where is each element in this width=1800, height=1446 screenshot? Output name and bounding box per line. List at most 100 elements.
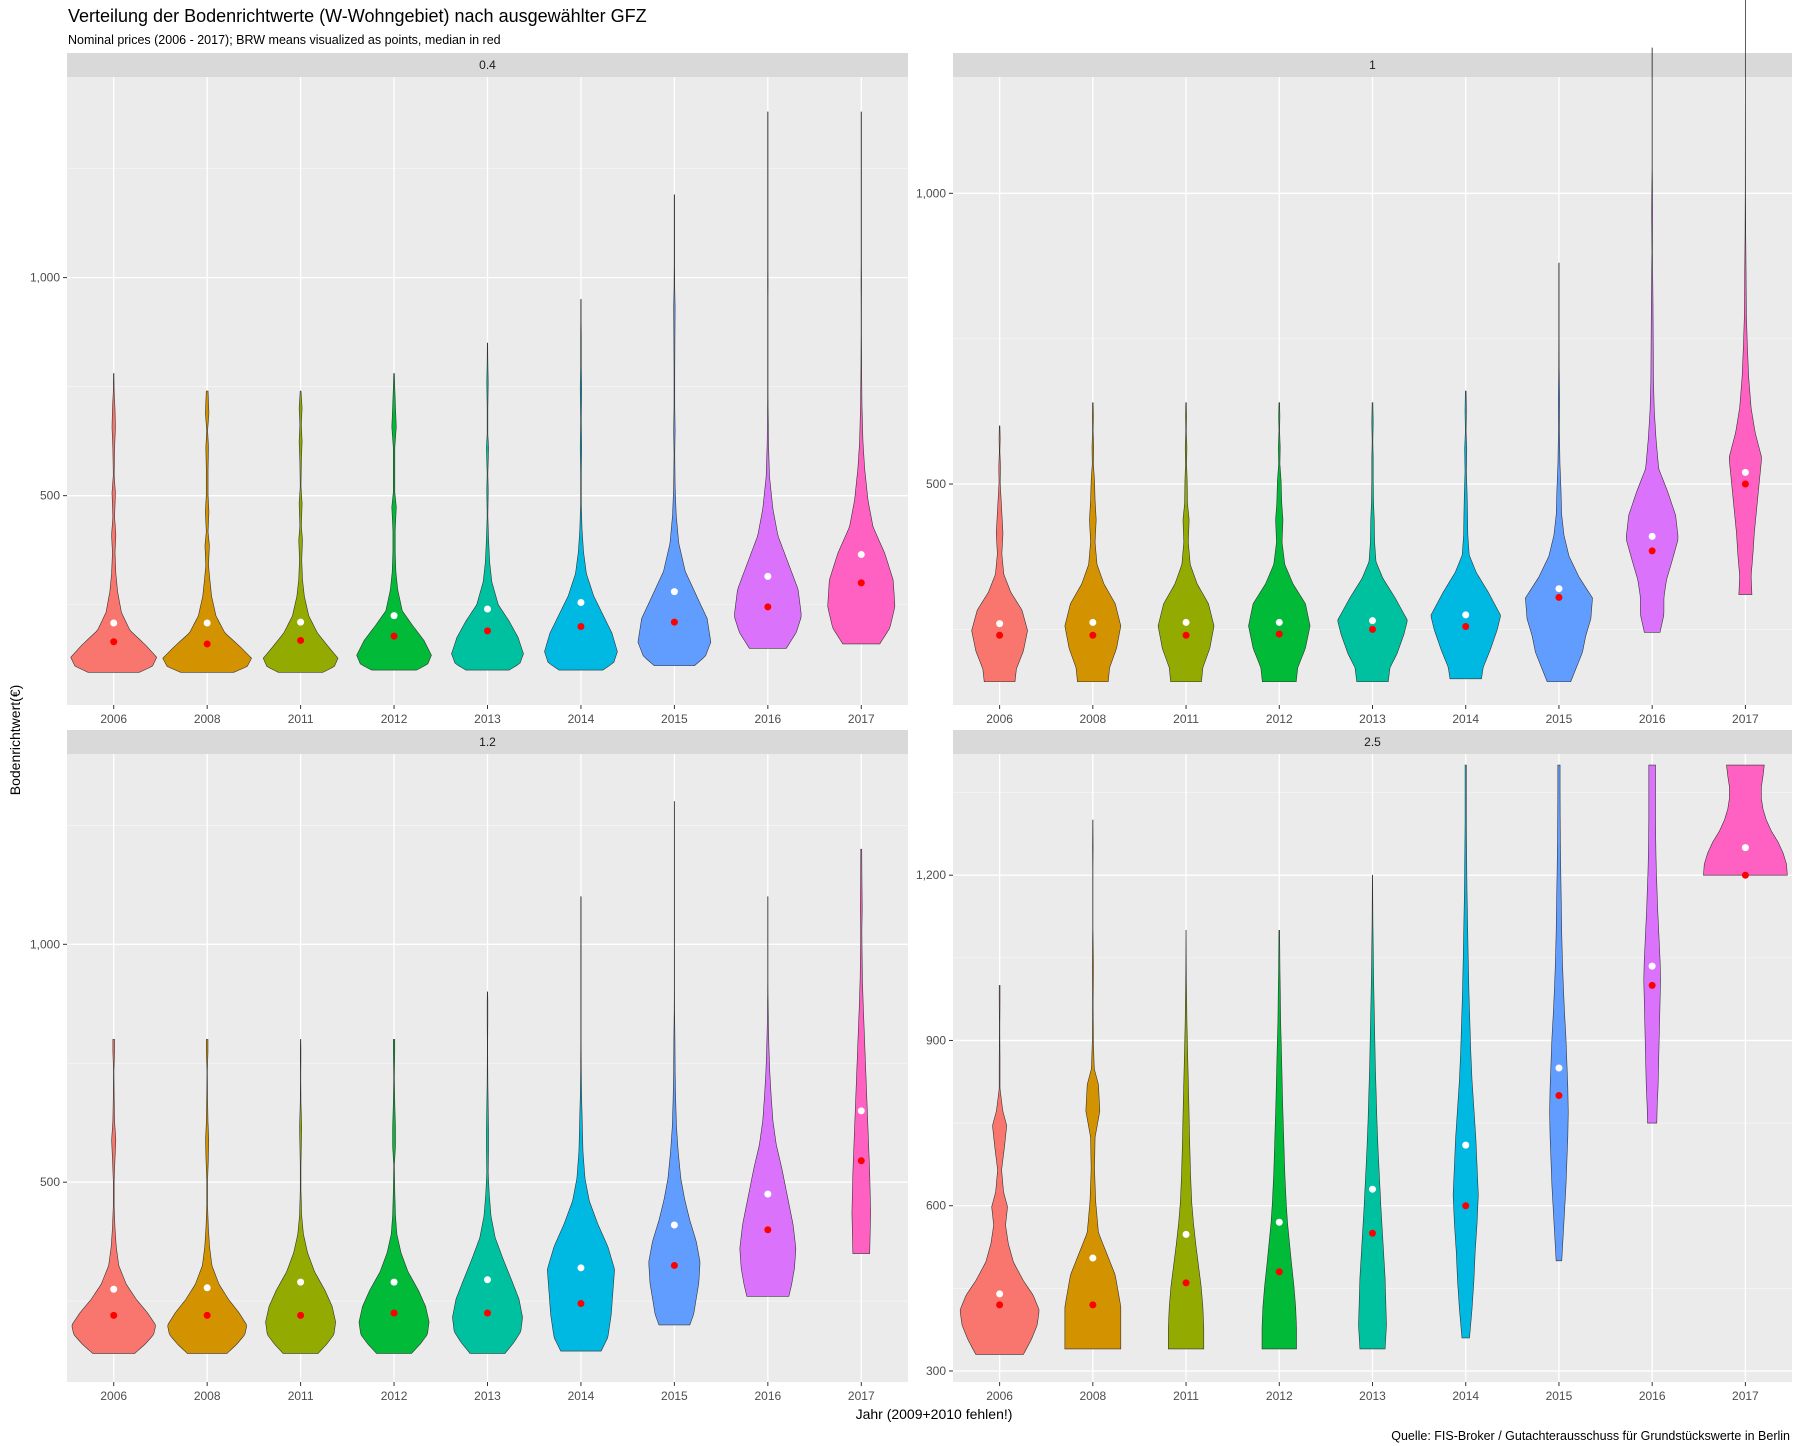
violin-2015	[637, 194, 712, 667]
mean-point-2015	[670, 1221, 678, 1229]
facet-panel-0: 0.4 500 1,000 2006 2008 2011 2012 2013 2014 2015 2…	[30, 53, 908, 726]
x-tick-label: 2008	[1079, 712, 1106, 726]
median-point-2014	[1462, 623, 1470, 630]
violin-2006	[70, 373, 158, 673]
mean-point-2014	[577, 1264, 585, 1272]
mean-point-2008	[203, 619, 211, 627]
x-tick-label: 2014	[1452, 1389, 1479, 1403]
mean-point-2006	[996, 620, 1004, 628]
x-tick-label: 2014	[568, 712, 595, 726]
violin-2014	[547, 896, 615, 1352]
x-tick-label: 2006	[986, 1389, 1013, 1403]
x-axis-label: Jahr (2009+2010 fehlen!)	[856, 1406, 1013, 1422]
median-point-2013	[484, 1309, 491, 1317]
violin-2008	[1064, 402, 1122, 683]
median-point-2011	[1182, 631, 1190, 639]
source-caption: Quelle: FIS-Broker / Gutachterausschuss …	[1391, 1429, 1790, 1443]
x-tick-label: 2014	[1452, 712, 1479, 726]
x-tick-label: 2015	[1546, 1389, 1573, 1403]
median-point-2017	[1741, 871, 1749, 879]
violin-2012	[1248, 402, 1311, 683]
x-tick-label: 2016	[754, 1389, 781, 1403]
violin-2006	[971, 425, 1028, 683]
mean-point-2011	[1182, 1230, 1190, 1238]
median-point-2006	[996, 631, 1004, 639]
violin-2017	[1703, 764, 1788, 876]
mean-point-2016	[764, 572, 772, 580]
x-tick-label: 2012	[381, 712, 408, 726]
violin-2013	[452, 991, 523, 1354]
median-point-2014	[577, 623, 585, 630]
mean-point-2016	[1648, 532, 1656, 540]
violin-2008	[167, 1039, 247, 1354]
x-tick-label: 2006	[986, 712, 1013, 726]
violin-2013	[1337, 402, 1408, 683]
facet-panel-2: 1.2 500 1,000 2006 2008 2011 2012 2013 2014 2015 2…	[30, 730, 908, 1403]
mean-point-2013	[484, 605, 491, 613]
median-point-2012	[1275, 1268, 1283, 1276]
x-tick-label: 2017	[1732, 1389, 1759, 1403]
x-tick-label: 2011	[1173, 712, 1199, 726]
median-point-2017	[857, 579, 865, 587]
x-tick-label: 2012	[1266, 1389, 1293, 1403]
x-tick-label: 2011	[288, 712, 314, 726]
facet-panel-1: 1 500 1,000 2006 2008 2011 2012 2013 2014 2015 201…	[916, 0, 1792, 726]
x-tick-label: 2015	[1546, 712, 1573, 726]
violin-2013	[1358, 874, 1387, 1350]
median-point-2006	[110, 638, 118, 646]
x-tick-label: 2015	[661, 1389, 688, 1403]
x-tick-label: 2008	[194, 1389, 221, 1403]
mean-point-2012	[1275, 1218, 1283, 1226]
x-tick-label: 2011	[1173, 1389, 1199, 1403]
y-axis-label: Bodenrichtwert(€)	[7, 685, 23, 796]
median-point-2011	[297, 1311, 305, 1319]
mean-point-2016	[1648, 962, 1656, 970]
mean-point-2006	[110, 619, 118, 627]
mean-point-2011	[297, 618, 305, 626]
violin-2012	[1261, 929, 1297, 1350]
mean-point-2017	[857, 551, 865, 559]
mean-point-2008	[203, 1284, 211, 1292]
median-point-2012	[1275, 630, 1283, 638]
violin-2011	[262, 390, 339, 673]
x-tick-label: 2013	[474, 1389, 501, 1403]
median-point-2006	[110, 1311, 118, 1319]
x-tick-label: 2016	[754, 712, 781, 726]
median-point-2008	[203, 640, 211, 648]
violin-2012	[358, 1039, 430, 1354]
y-tick-label: 900	[926, 1033, 946, 1047]
violin-2017	[827, 111, 896, 645]
x-tick-label: 2013	[1359, 1389, 1386, 1403]
facet-strip	[953, 730, 1792, 754]
violin-2011	[1168, 929, 1205, 1350]
mean-point-2016	[764, 1190, 772, 1198]
x-tick-label: 2016	[1639, 712, 1666, 726]
x-tick-label: 2017	[1732, 712, 1759, 726]
facet-strip	[67, 53, 908, 77]
violin-2016	[1643, 764, 1661, 1124]
median-point-2016	[764, 603, 772, 611]
mean-point-2013	[1369, 1185, 1376, 1193]
violin-2006	[71, 1039, 156, 1354]
x-tick-label: 2014	[568, 1389, 595, 1403]
median-point-2014	[1462, 1202, 1470, 1210]
mean-point-2017	[857, 1107, 865, 1115]
x-tick-label: 2012	[381, 1389, 408, 1403]
violin-2014	[544, 299, 618, 671]
median-point-2008	[1089, 1301, 1097, 1309]
mean-point-2006	[110, 1285, 118, 1293]
median-point-2013	[1369, 1229, 1376, 1237]
median-point-2015	[1555, 593, 1563, 601]
x-tick-label: 2013	[474, 712, 501, 726]
facet-panel-3: 2.5 300 600 900 1,200 2006 2008 2011 2012 2013 201…	[916, 730, 1792, 1403]
mean-point-2008	[1089, 1254, 1097, 1262]
y-tick-label: 1,000	[30, 271, 60, 285]
x-tick-label: 2008	[194, 712, 221, 726]
y-tick-label: 1,000	[30, 937, 60, 951]
facet-strip-label: 1	[1369, 58, 1376, 72]
x-tick-label: 2015	[661, 712, 688, 726]
median-point-2014	[577, 1300, 585, 1307]
mean-point-2012	[390, 1278, 398, 1286]
